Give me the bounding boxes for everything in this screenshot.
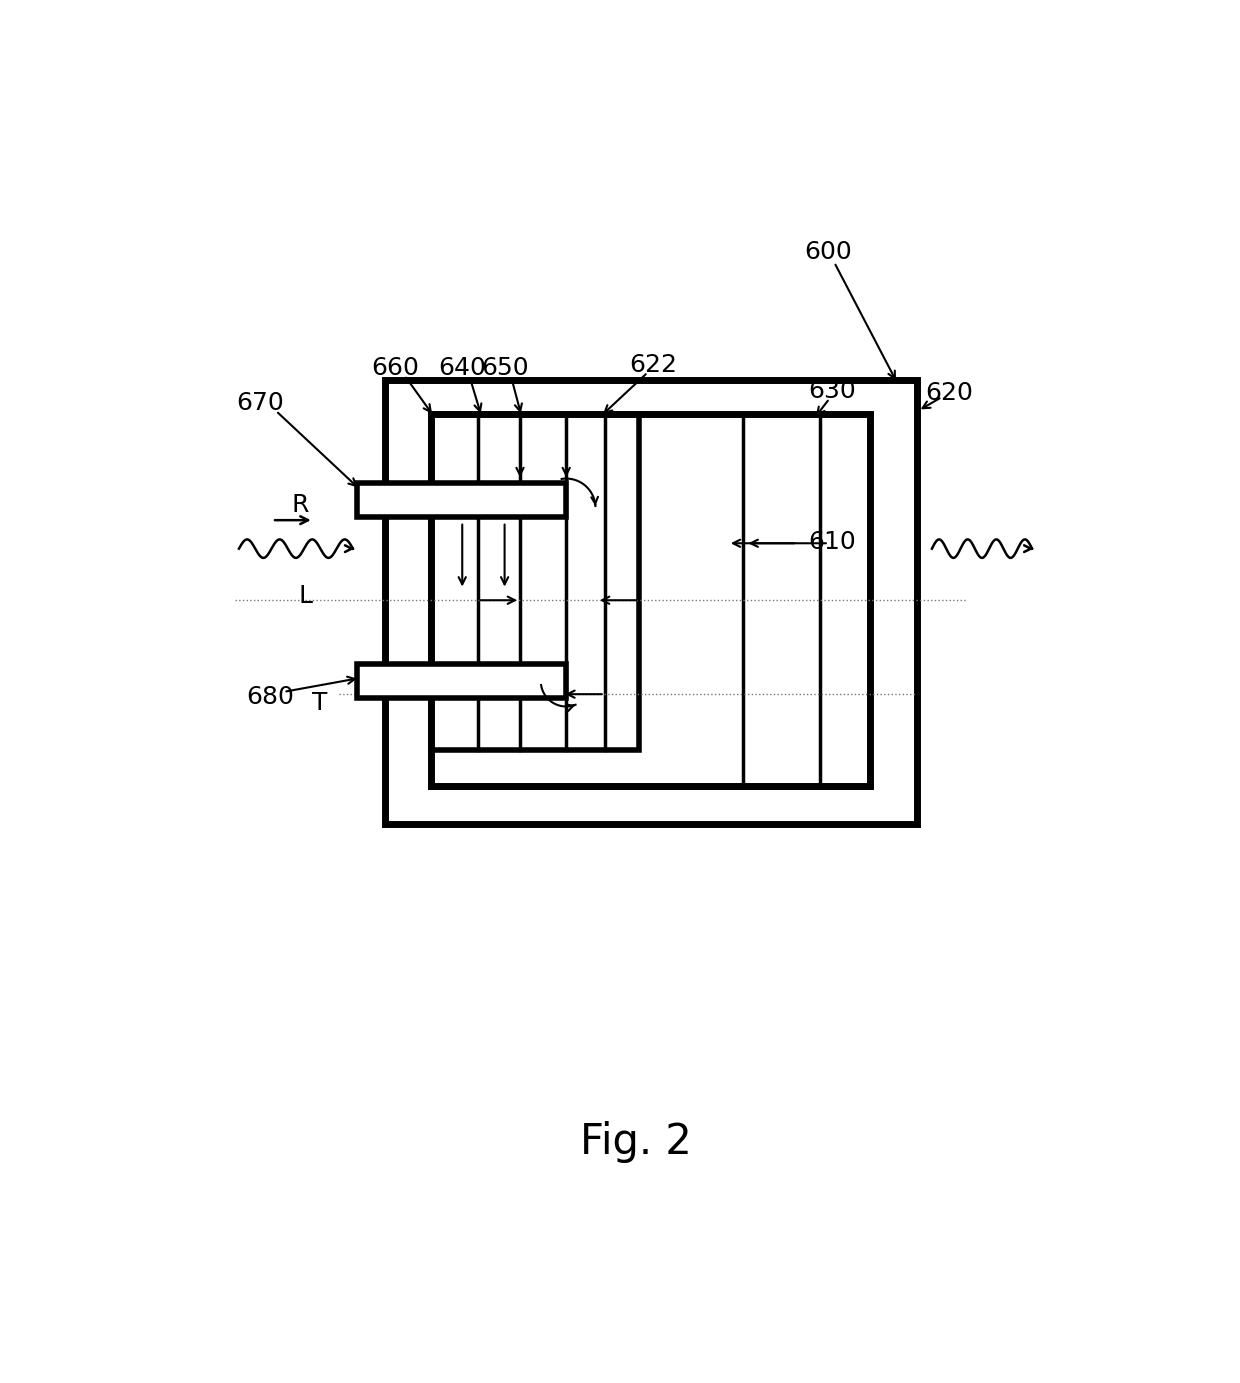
Bar [432, 414, 640, 750]
Text: 600: 600 [804, 241, 852, 264]
Text: Fig. 2: Fig. 2 [579, 1122, 692, 1163]
Text: 670: 670 [236, 391, 284, 415]
Bar [357, 483, 567, 517]
Text: 622: 622 [629, 353, 677, 376]
Bar [386, 380, 916, 824]
Text: 610: 610 [808, 530, 857, 553]
Text: 660: 660 [371, 357, 419, 380]
Text: 650: 650 [481, 357, 528, 380]
Text: 630: 630 [808, 379, 856, 402]
Text: 640: 640 [438, 357, 486, 380]
Text: T: T [312, 692, 327, 715]
Text: 620: 620 [926, 382, 973, 405]
Text: L: L [299, 584, 312, 607]
Bar [432, 414, 870, 786]
Bar [357, 664, 567, 698]
Text: 680: 680 [246, 685, 294, 709]
Text: R: R [291, 492, 309, 517]
